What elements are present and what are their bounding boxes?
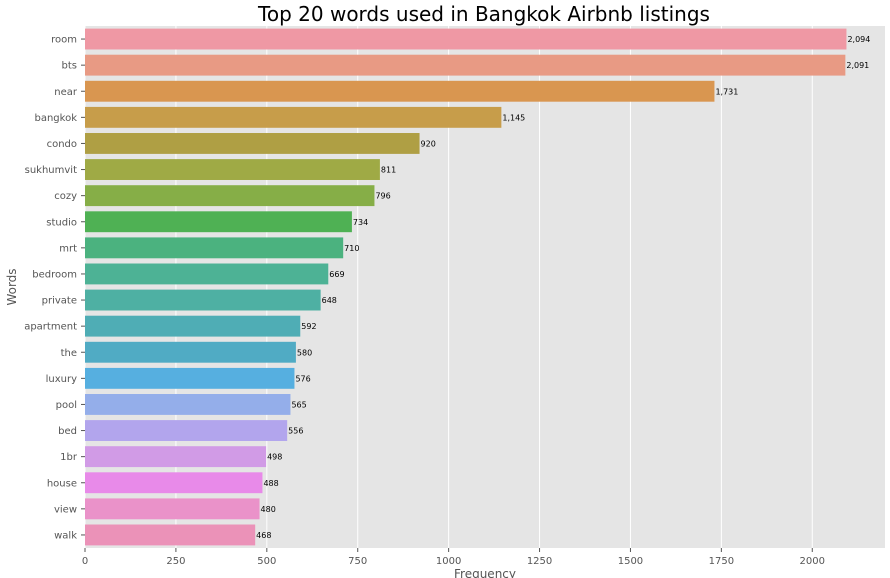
y-tick-label: condo bbox=[47, 139, 77, 150]
bar-house bbox=[85, 472, 263, 494]
x-tick-label: 1750 bbox=[709, 556, 734, 567]
x-tick-label: 1000 bbox=[436, 556, 461, 567]
y-tick-label: room bbox=[51, 35, 77, 46]
bar-value-label: 920 bbox=[421, 139, 436, 148]
bar-value-label: 2,094 bbox=[847, 35, 870, 44]
bar-near bbox=[85, 80, 715, 102]
x-tick-label: 1250 bbox=[527, 556, 552, 567]
x-axis-label: Frequency bbox=[454, 567, 516, 578]
bar-the bbox=[85, 341, 296, 363]
bar-value-label: 480 bbox=[261, 505, 276, 514]
y-tick-label: walk bbox=[54, 530, 77, 541]
bar-value-label: 811 bbox=[381, 166, 396, 175]
bar-value-label: 498 bbox=[267, 453, 282, 462]
bar-private bbox=[85, 289, 321, 311]
y-tick-label: pool bbox=[56, 400, 77, 411]
bar-condo bbox=[85, 133, 420, 154]
bar-pool bbox=[85, 394, 291, 415]
x-tick-label: 250 bbox=[166, 556, 185, 567]
bar-value-label: 580 bbox=[297, 348, 312, 357]
y-tick-label: cozy bbox=[54, 191, 77, 202]
y-tick-label: sukhumvit bbox=[25, 165, 77, 176]
bar-bangkok bbox=[85, 106, 502, 128]
y-axis-label: Words bbox=[5, 268, 19, 305]
bars bbox=[85, 28, 847, 546]
bar-value-label: 576 bbox=[295, 374, 310, 383]
bar-studio bbox=[85, 211, 352, 233]
bar-luxury bbox=[85, 367, 295, 389]
bar-value-label: 734 bbox=[353, 218, 368, 227]
y-tick-label: private bbox=[42, 296, 77, 307]
bar-value-label: 488 bbox=[263, 479, 278, 488]
bar-value-label: 796 bbox=[375, 192, 390, 201]
x-tick-label: 1500 bbox=[618, 556, 643, 567]
bar-bed bbox=[85, 420, 288, 441]
plot-area bbox=[85, 26, 885, 548]
bar-value-label: 565 bbox=[291, 400, 306, 409]
y-tick-label: mrt bbox=[59, 243, 77, 254]
y-tick-label: 1br bbox=[60, 452, 78, 463]
y-tick-label: bedroom bbox=[32, 269, 77, 280]
bar-value-label: 648 bbox=[322, 296, 337, 305]
bar-value-label: 710 bbox=[344, 244, 359, 253]
bar-sukhumvit bbox=[85, 159, 380, 180]
bar-value-label: 556 bbox=[288, 427, 303, 436]
y-tick-label: house bbox=[47, 478, 77, 489]
x-tick-label: 2000 bbox=[800, 556, 825, 567]
bar-value-label: 1,145 bbox=[502, 113, 525, 122]
y-tick-label: bts bbox=[62, 61, 77, 72]
y-tick-label: view bbox=[54, 504, 77, 515]
bar-cozy bbox=[85, 185, 375, 207]
bar-value-label: 2,091 bbox=[846, 61, 869, 70]
y-tick-label: bangkok bbox=[34, 113, 77, 124]
bar-value-label: 669 bbox=[329, 270, 344, 279]
bar-value-label: 468 bbox=[256, 531, 271, 540]
bar-1br bbox=[85, 446, 267, 468]
x-tick-label: 750 bbox=[348, 556, 367, 567]
x-tick-label: 500 bbox=[257, 556, 276, 567]
bar-value-labels: 2,094 2,091 1,731 1,145 920 811 796 734 710 669 64… bbox=[256, 35, 870, 540]
bar-mrt bbox=[85, 237, 344, 259]
x-tick-labels: 0 250 500 750 1000 1250 1500 1750 2000 bbox=[82, 548, 825, 567]
chart-title: Top 20 words used in Bangkok Airbnb list… bbox=[257, 2, 710, 26]
x-tick-label: 0 bbox=[82, 556, 88, 567]
bar-view bbox=[85, 498, 260, 520]
bar-walk bbox=[85, 524, 256, 546]
bar-apartment bbox=[85, 315, 301, 337]
y-tick-label: bed bbox=[58, 426, 77, 437]
y-tick-label: the bbox=[61, 348, 77, 359]
y-tick-label: studio bbox=[46, 217, 77, 228]
y-tick-labels: room bts near bangkok condo sukhumvit cozy stud… bbox=[24, 35, 85, 541]
bar-bts bbox=[85, 54, 846, 76]
bar-room bbox=[85, 28, 847, 50]
y-tick-label: near bbox=[54, 87, 78, 98]
y-tick-label: apartment bbox=[24, 322, 77, 333]
bar-value-label: 592 bbox=[301, 322, 316, 331]
y-tick-label: luxury bbox=[46, 374, 77, 385]
bar-value-label: 1,731 bbox=[715, 87, 738, 96]
bar-bedroom bbox=[85, 263, 329, 285]
